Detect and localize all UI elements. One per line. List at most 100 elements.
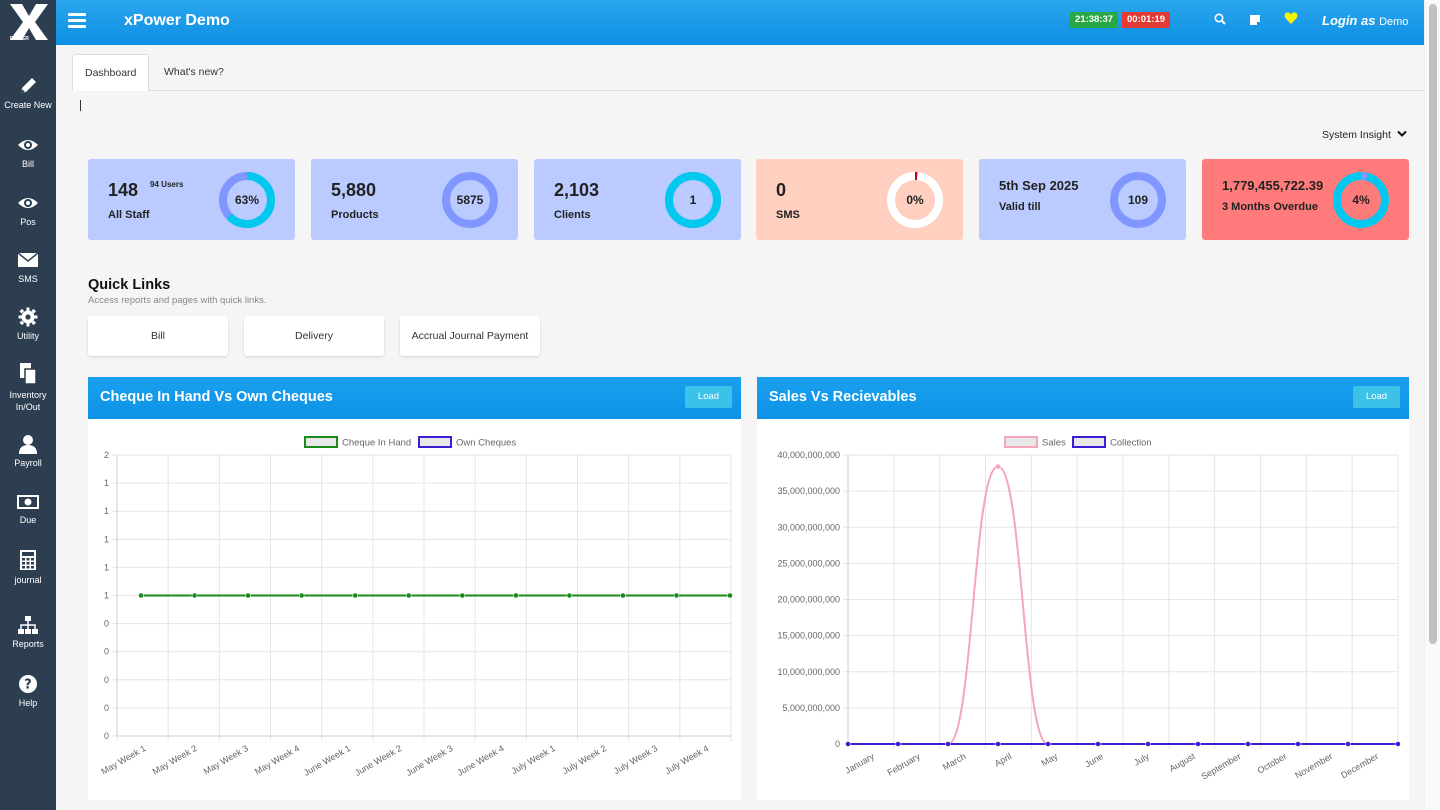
quick-link-bill[interactable]: Bill (88, 316, 228, 356)
y-tick-label: 2 (104, 450, 109, 460)
stat-card-all-staff[interactable]: 148 94 Users All Staff 63% (88, 159, 295, 240)
x-tick-label: June Week 4 (455, 743, 505, 778)
eye-icon (18, 198, 38, 208)
sidebar-item-label: SMS (18, 274, 38, 284)
sidebar-item-inventory[interactable]: Inventory In/Out (0, 362, 56, 413)
quick-links-title: Quick Links (88, 277, 171, 293)
x-tick-label: May (1040, 751, 1060, 768)
stat-card-sms[interactable]: 0 SMS 0% (756, 159, 963, 240)
money-icon (17, 495, 39, 509)
data-point (1345, 741, 1351, 747)
legend-swatch (1072, 436, 1106, 448)
donut-value: 5875 (456, 193, 484, 207)
data-point (995, 741, 1001, 747)
quick-link-delivery[interactable]: Delivery (244, 316, 384, 356)
x-tick-label: December (1339, 751, 1380, 780)
donut-value: 63% (234, 193, 260, 207)
panel-header: Cheque In Hand Vs Own Cheques Load (88, 377, 741, 419)
stat-value-text: 1,779,455,722.39 (1222, 178, 1324, 193)
question-icon: ? (19, 675, 37, 693)
donut-arc (219, 172, 275, 228)
app-logo[interactable]: POWER (6, 2, 52, 44)
login-user: Demo (1379, 16, 1409, 28)
sidebar-item-utility[interactable]: Utility (0, 307, 56, 342)
x-tick-label: June Week 1 (302, 743, 352, 778)
heart-icon[interactable] (1284, 11, 1298, 25)
y-tick-label: 30,000,000,000 (777, 522, 840, 532)
stat-card-valid-till[interactable]: 5th Sep 2025 Valid till 109 (979, 159, 1186, 240)
stat-donut (219, 172, 275, 228)
system-insight-dropdown[interactable]: System Insight (1322, 129, 1407, 141)
load-button[interactable]: Load (1353, 386, 1400, 408)
data-point (1145, 741, 1151, 747)
data-point (845, 741, 851, 747)
data-point (245, 592, 251, 599)
page-scrollbar[interactable] (1424, 0, 1440, 810)
x-tick-label: July Week 1 (510, 743, 557, 776)
stat-value-text: 5th Sep 2025 (999, 178, 1079, 193)
sidebar-item-label: Bill (21, 159, 34, 169)
legend-swatch (304, 436, 338, 448)
menu-toggle-icon[interactable] (68, 13, 86, 29)
legend-label: Collection (1110, 438, 1152, 449)
stat-sup: 94 Users (150, 180, 184, 189)
text-cursor (80, 100, 81, 111)
sidebar-item-payroll[interactable]: Payroll (0, 434, 56, 469)
load-button[interactable]: Load (685, 386, 732, 408)
data-point (1245, 741, 1251, 747)
x-tick-label: September (1199, 751, 1242, 782)
sales-chart-panel: Sales Vs Recievables Load 40,000,000,000… (757, 377, 1409, 800)
stat-value-text: 5,880 (331, 180, 377, 200)
sidebar-item-bill[interactable]: Bill (0, 135, 56, 170)
sidebar-item-reports[interactable]: Reports (0, 615, 56, 650)
stat-label: Clients (554, 209, 591, 221)
data-point (895, 741, 901, 747)
calculator-icon (20, 550, 36, 570)
stat-card-clients[interactable]: 2,103 Clients 1 (534, 159, 741, 240)
stat-value-text: 2,103 (554, 180, 600, 200)
x-tick-label: March (941, 751, 968, 772)
data-point (673, 592, 680, 599)
y-tick-label: 25,000,000,000 (777, 558, 840, 568)
sidebar-item-pos[interactable]: Pos (0, 193, 56, 228)
tab-whats-new[interactable]: What's new? (164, 66, 224, 78)
sidebar-item-help[interactable]: ? Help (0, 674, 56, 709)
stat-label: 3 Months Overdue (1222, 201, 1318, 213)
donut-value: 1 (689, 193, 697, 207)
quick-link-accrual-journal-payment[interactable]: Accrual Journal Payment (400, 316, 540, 356)
data-point (945, 741, 951, 747)
y-tick-label: 20,000,000,000 (777, 595, 840, 605)
y-tick-label: 0 (104, 675, 109, 685)
panel-header: Sales Vs Recievables Load (757, 377, 1409, 419)
login-status[interactable]: Login as Demo (1322, 13, 1408, 28)
y-tick-label: 40,000,000,000 (777, 450, 840, 460)
stat-value-text: 0 (776, 180, 787, 200)
stat-value: 5th Sep 2025 (999, 178, 1079, 193)
tab-dashboard[interactable]: Dashboard (72, 54, 149, 91)
y-tick-label: 0 (104, 619, 109, 629)
y-tick-label: 1 (104, 506, 109, 516)
sidebar-item-journal[interactable]: journal (0, 549, 56, 586)
scrollbar-thumb[interactable] (1429, 4, 1437, 644)
donut-value: 4% (1352, 193, 1370, 207)
stat-label: All Staff (108, 209, 150, 221)
data-point (191, 592, 198, 599)
stat-donut (1333, 172, 1389, 228)
note-icon[interactable] (1249, 13, 1261, 27)
search-icon[interactable] (1214, 13, 1226, 27)
sidebar-item-due[interactable]: Due (0, 493, 56, 526)
data-point (1045, 741, 1051, 747)
stat-card-products[interactable]: 5,880 Products 5875 (311, 159, 518, 240)
panel-title: Cheque In Hand Vs Own Cheques (100, 389, 333, 405)
data-point (620, 592, 626, 599)
legend-swatch (418, 436, 452, 448)
y-tick-label: 1 (104, 562, 109, 572)
x-tick-label: January (843, 751, 876, 776)
donut-arc (887, 172, 943, 228)
stat-card-overdue[interactable]: 1,779,455,722.39 3 Months Overdue 4% (1202, 159, 1409, 240)
data-point (513, 592, 519, 599)
data-point (138, 592, 144, 599)
sidebar-item-sms[interactable]: SMS (0, 250, 56, 285)
y-tick-label: 0 (835, 739, 840, 749)
sidebar-item-create-new[interactable]: Create New (0, 76, 56, 111)
